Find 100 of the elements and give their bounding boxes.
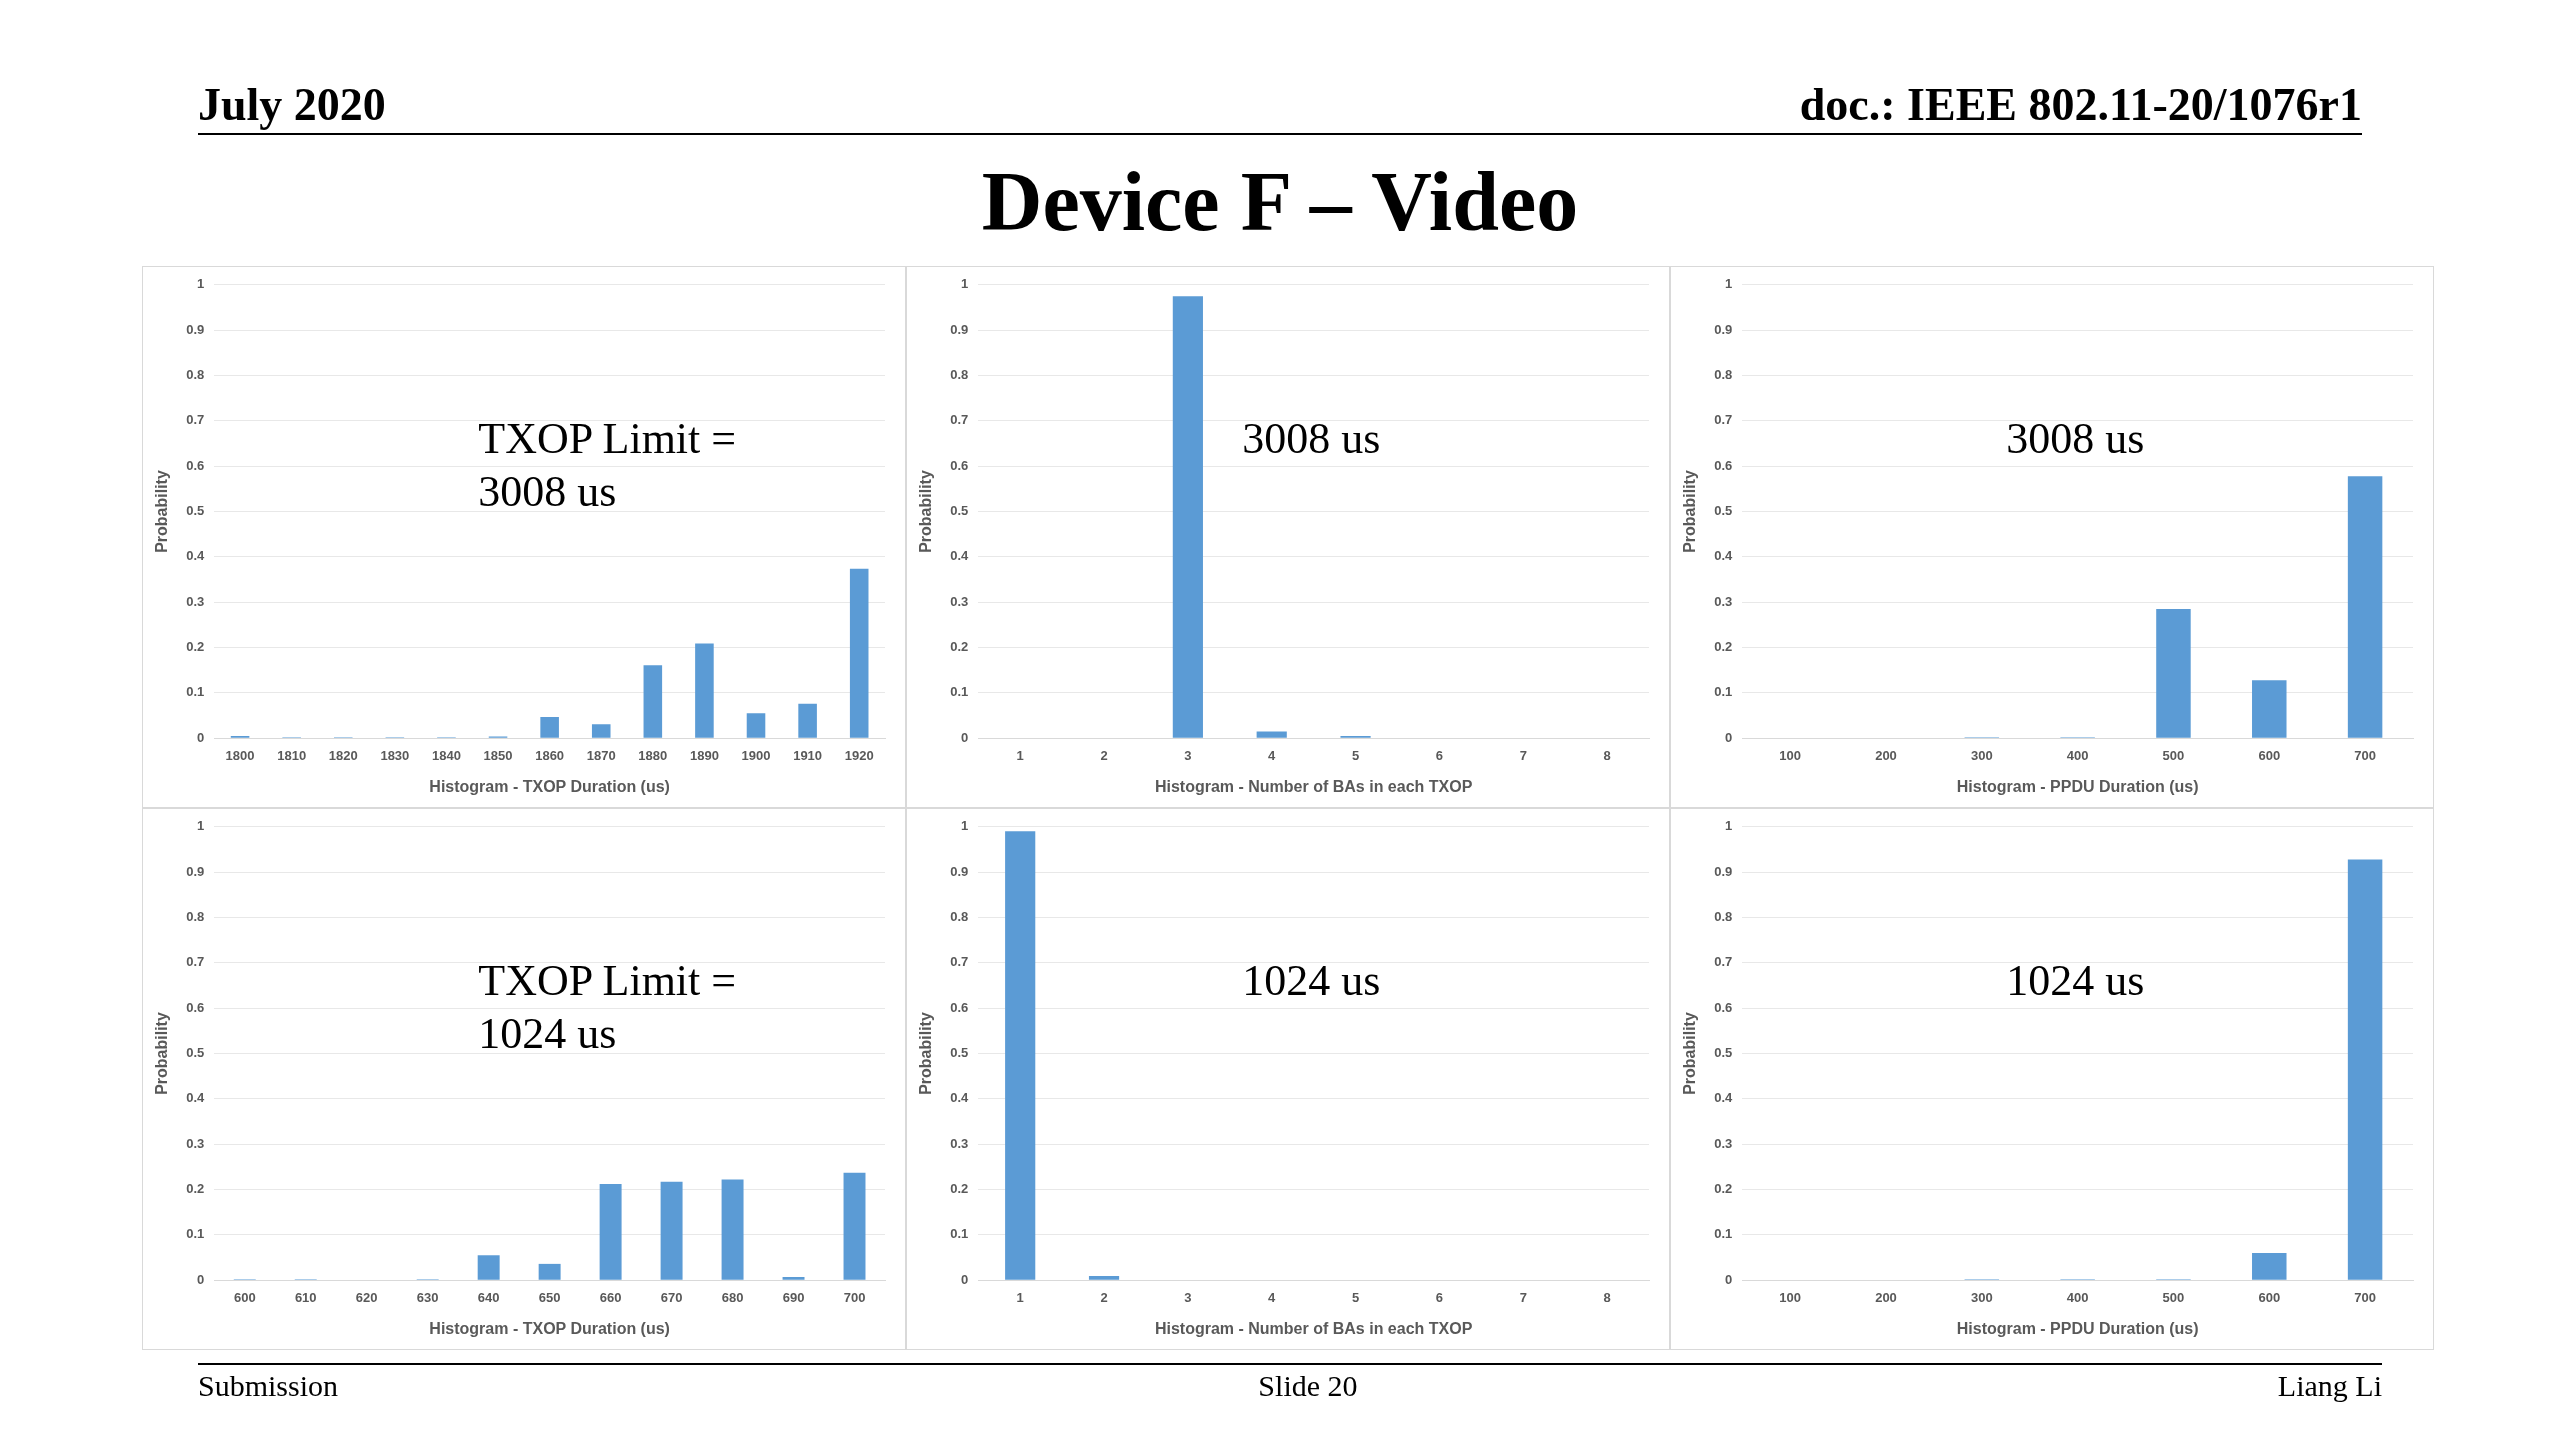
x-tick-label: 3 (1184, 747, 1192, 763)
y-tick-label: 0.8 (950, 909, 969, 925)
y-tick-label: 0.3 (186, 593, 205, 609)
text: Slide 20 (1258, 1369, 1358, 1403)
x-axis-title: Histogram - TXOP Duration (us) (429, 1319, 670, 1337)
x-tick-label: 1900 (741, 747, 771, 763)
y-tick-label: 1 (961, 276, 969, 292)
bar (599, 1184, 622, 1280)
y-axis-title: Probability (917, 1012, 935, 1095)
x-tick-label: 3 (1184, 1289, 1192, 1305)
y-tick-label: 0 (197, 1271, 205, 1287)
x-tick-label: 680 (721, 1289, 744, 1305)
x-tick-label: 100 (1779, 747, 1802, 763)
y-tick-label: 0.5 (1714, 1045, 1733, 1061)
annotation: 1024 us (1242, 954, 1381, 1007)
bar (2156, 608, 2191, 738)
y-tick-label: 0 (197, 729, 205, 745)
y-tick-label: 0.3 (1714, 593, 1733, 609)
y-tick-label: 0 (961, 729, 969, 745)
x-tick-label: 660 (599, 1289, 622, 1305)
x-tick-label: 600 (2258, 747, 2281, 763)
y-tick-label: 0.1 (1714, 1226, 1733, 1242)
x-tick-label: 1860 (535, 747, 565, 763)
bar (746, 713, 766, 738)
x-tick-label: 400 (2066, 1289, 2089, 1305)
x-tick-label: 6 (1435, 747, 1444, 763)
y-tick-label: 0.5 (186, 503, 205, 519)
x-tick-label: 1800 (225, 747, 255, 763)
x-tick-label: 7 (1519, 747, 1527, 763)
y-tick-label: 1 (1725, 276, 1733, 292)
x-tick-label: 5 (1351, 1289, 1360, 1305)
annotation: 3008 us (2006, 412, 2145, 465)
annotation: TXOP Limit = 1024 us (478, 954, 738, 1060)
x-tick-label: 640 (477, 1289, 500, 1305)
y-tick-label: 0 (961, 1271, 969, 1287)
y-tick-label: 0.6 (1714, 457, 1733, 473)
y-tick-label: 0.4 (1714, 548, 1734, 564)
y-tick-label: 0.5 (950, 1045, 969, 1061)
y-tick-label: 0.7 (950, 412, 969, 428)
x-tick-label: 1910 (793, 747, 823, 763)
x-tick-label: 300 (1970, 747, 1993, 763)
annotation: TXOP Limit = 3008 us (478, 412, 738, 518)
x-axis-title: Histogram - Number of BAs in each TXOP (1154, 777, 1473, 795)
y-tick-label: 0.8 (1714, 909, 1733, 925)
x-tick-label: 630 (416, 1289, 439, 1305)
x-tick-label: 500 (2162, 747, 2185, 763)
y-tick-label: 0.3 (1714, 1135, 1733, 1151)
y-tick-label: 0.7 (186, 412, 205, 428)
y-tick-label: 0.3 (186, 1135, 205, 1151)
y-tick-label: 0.5 (1714, 503, 1733, 519)
x-tick-label: 600 (2258, 1289, 2281, 1305)
y-tick-label: 0.2 (1714, 1181, 1733, 1197)
text: July 2020 (198, 78, 386, 131)
x-tick-label: 620 (355, 1289, 378, 1305)
y-tick-label: 0.2 (950, 639, 969, 655)
annotation: 1024 us (2006, 954, 2145, 1007)
y-tick-label: 1 (961, 818, 969, 834)
x-tick-label: 700 (2354, 1289, 2376, 1305)
y-tick-label: 0 (1725, 729, 1733, 745)
bar (695, 643, 714, 738)
bar (2252, 1253, 2287, 1280)
y-tick-label: 0.2 (950, 1181, 969, 1197)
bar (849, 568, 869, 738)
y-tick-label: 0.2 (186, 1181, 205, 1197)
bar (2252, 680, 2287, 738)
x-tick-label: 670 (660, 1289, 683, 1305)
x-tick-label: 6 (1435, 1289, 1444, 1305)
y-tick-label: 0.9 (1714, 863, 1733, 879)
y-tick-label: 0.1 (1714, 684, 1733, 700)
y-tick-label: 0.4 (950, 548, 970, 564)
y-tick-label: 0.2 (1714, 639, 1733, 655)
x-tick-label: 8 (1603, 747, 1611, 763)
x-axis-title: Histogram - TXOP Duration (us) (429, 777, 670, 795)
y-tick-label: 0.1 (186, 1226, 205, 1242)
y-tick-label: 0.3 (950, 1135, 969, 1151)
y-tick-label: 0.8 (186, 367, 205, 383)
x-tick-label: 100 (1779, 1289, 1802, 1305)
y-tick-label: 0.3 (950, 593, 969, 609)
x-tick-label: 1 (1016, 1289, 1024, 1305)
x-tick-label: 500 (2162, 1289, 2185, 1305)
y-tick-label: 0.7 (1714, 412, 1733, 428)
bar (1172, 296, 1203, 738)
x-tick-label: 1920 (844, 747, 874, 763)
y-tick-label: 0.6 (186, 999, 205, 1015)
y-tick-label: 0.6 (1714, 999, 1733, 1015)
x-axis-title: Histogram - PPDU Duration (us) (1956, 777, 2199, 795)
y-tick-label: 0.4 (1714, 1090, 1734, 1106)
y-axis-title: Probability (1681, 470, 1699, 553)
y-tick-label: 0.8 (186, 909, 205, 925)
y-tick-label: 0.2 (186, 639, 205, 655)
x-tick-label: 1 (1016, 747, 1024, 763)
bar (843, 1172, 866, 1280)
y-axis-title: Probability (153, 1012, 171, 1095)
y-tick-label: 0.8 (950, 367, 969, 383)
y-tick-label: 0.6 (950, 999, 969, 1015)
x-tick-label: 1880 (638, 747, 668, 763)
bar (721, 1179, 744, 1280)
x-tick-label: 1830 (380, 747, 410, 763)
x-tick-label: 4 (1268, 1289, 1277, 1305)
x-tick-label: 1820 (328, 747, 358, 763)
